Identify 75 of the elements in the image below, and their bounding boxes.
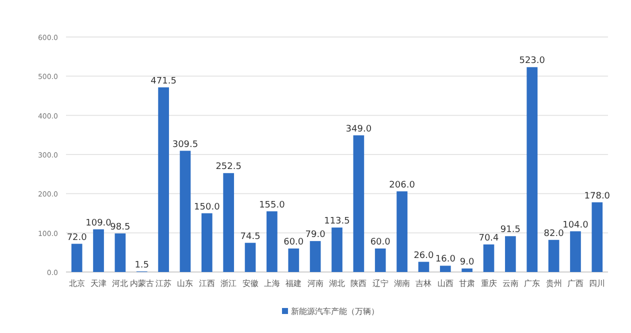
bar bbox=[462, 268, 472, 272]
bar bbox=[266, 211, 278, 272]
bar bbox=[505, 236, 516, 272]
data-label: 91.5 bbox=[500, 225, 520, 236]
x-tick-label: 上海 bbox=[264, 279, 280, 288]
x-tick-label: 广西 bbox=[567, 279, 584, 288]
bar bbox=[93, 229, 104, 272]
bar bbox=[353, 135, 364, 272]
x-tick-label: 四川 bbox=[589, 279, 606, 288]
data-label: 471.5 bbox=[150, 76, 176, 86]
x-tick-label: 山西 bbox=[437, 279, 454, 288]
data-label: 104.0 bbox=[562, 220, 589, 230]
data-label: 523.0 bbox=[519, 56, 546, 66]
data-label: 98.5 bbox=[110, 222, 130, 232]
bar bbox=[202, 213, 212, 272]
legend: 新能源汽车产能（万辆） bbox=[282, 307, 379, 316]
data-label: 60.0 bbox=[370, 238, 391, 248]
x-tick-label: 云南 bbox=[502, 279, 518, 288]
x-tick-label: 安徽 bbox=[242, 279, 258, 288]
bar bbox=[592, 202, 603, 272]
x-tick-label: 广东 bbox=[524, 279, 540, 288]
bar bbox=[158, 87, 169, 272]
bar bbox=[440, 266, 451, 272]
data-label: 60.0 bbox=[284, 238, 304, 248]
x-tick-label: 辽宁 bbox=[372, 279, 388, 288]
data-label: 109.0 bbox=[86, 218, 112, 228]
x-tick-label: 天津 bbox=[90, 279, 107, 288]
data-label: 70.4 bbox=[478, 233, 500, 244]
x-tick-label: 陕西 bbox=[350, 279, 367, 288]
data-label: 150.0 bbox=[194, 202, 220, 212]
bar bbox=[483, 244, 494, 272]
x-tick-label: 北京 bbox=[68, 279, 85, 288]
data-label: 74.5 bbox=[240, 232, 260, 242]
bar bbox=[526, 67, 538, 272]
x-tick-label: 湖北 bbox=[329, 279, 345, 288]
bar bbox=[310, 241, 321, 272]
bar bbox=[288, 248, 300, 272]
data-label: 72.0 bbox=[66, 232, 88, 243]
x-tick-label: 吉林 bbox=[416, 279, 432, 288]
x-tick-label: 重庆 bbox=[480, 279, 497, 288]
x-tick-label: 江西 bbox=[198, 279, 215, 288]
data-label: 309.5 bbox=[172, 140, 198, 150]
bar bbox=[114, 233, 126, 272]
bar bbox=[374, 248, 386, 272]
data-label: 26.0 bbox=[414, 250, 434, 261]
x-tick-label: 贵州 bbox=[546, 279, 562, 288]
x-tick-label: 内蒙古 bbox=[130, 279, 154, 288]
bar bbox=[570, 231, 581, 272]
data-label: 79.0 bbox=[305, 230, 326, 240]
data-label: 206.0 bbox=[389, 180, 416, 190]
bar bbox=[244, 242, 256, 272]
x-tick-label: 湖南 bbox=[394, 279, 410, 288]
x-tick-label: 江苏 bbox=[156, 279, 172, 288]
data-label: 82.0 bbox=[544, 228, 564, 239]
data-label: 252.5 bbox=[216, 162, 242, 172]
data-label: 16.0 bbox=[435, 254, 456, 265]
bar bbox=[223, 173, 234, 272]
data-label: 113.5 bbox=[324, 216, 350, 227]
data-label: 178.0 bbox=[584, 191, 610, 202]
x-tick-label: 福建 bbox=[286, 279, 302, 288]
x-tick-label: 山东 bbox=[177, 279, 194, 288]
x-tick-label: 河南 bbox=[307, 279, 324, 288]
x-tick-label: 甘肃 bbox=[459, 279, 476, 288]
bar bbox=[418, 262, 430, 272]
data-label: 155.0 bbox=[259, 200, 286, 210]
bar bbox=[180, 150, 191, 272]
bar bbox=[71, 244, 82, 272]
bar bbox=[332, 228, 342, 272]
data-label: 9.0 bbox=[460, 257, 475, 268]
data-label: 349.0 bbox=[346, 124, 372, 134]
x-tick-label: 浙江 bbox=[220, 279, 237, 288]
bar bbox=[548, 240, 560, 272]
bar bbox=[396, 191, 408, 272]
data-label: 1.5 bbox=[134, 260, 150, 270]
x-tick-label: 河北 bbox=[112, 279, 128, 288]
